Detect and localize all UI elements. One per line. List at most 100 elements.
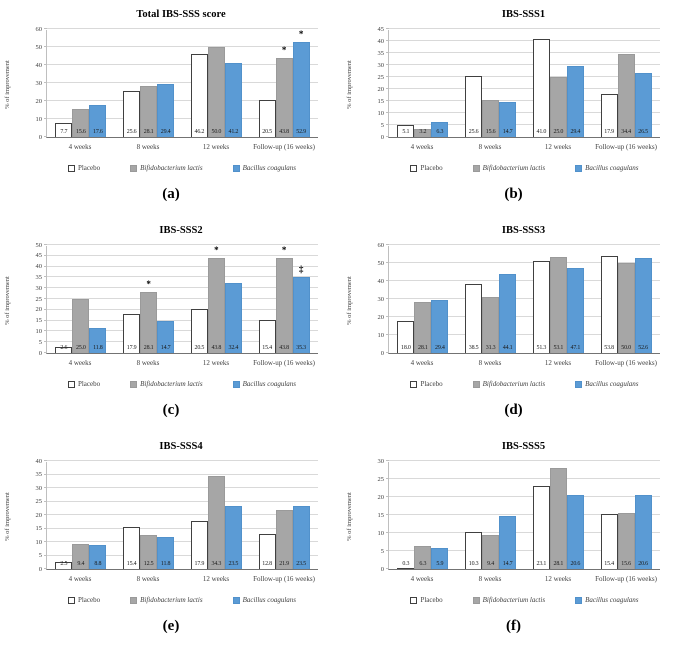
y-axis-title-text: % of improvement [3,59,11,109]
bar-column: 14.7 [157,246,175,353]
bar-placebo [123,314,141,353]
bar-column: 50.0 [617,246,635,353]
bar-column: 50.0 [207,30,225,137]
y-tick-mark [44,82,47,83]
bar-column: 20.6 [566,462,584,569]
gridline [47,514,318,515]
chart-title: IBS-SSS1 [501,9,546,20]
bar-value-label: 7.7 [60,129,68,135]
bar-bifidobacterium-lactis [275,258,293,353]
bar-value-label: 51.3 [536,345,547,351]
bar-column: 32.4 [224,246,242,353]
bar-group: 20.5 43.8 * 52.9 * [250,28,318,137]
bar-group: 10.3 9.4 14.7 [457,462,525,569]
y-tick-mark [44,319,47,321]
legend-label: Placebo [77,596,101,604]
bar-value-label: 47.1 [570,345,581,351]
panel-label: (f) [506,618,521,634]
legend-label: Bifidobacterium lactis [482,596,546,604]
bar-column: 15.4 [258,246,276,353]
bar-bifidobacterium-lactis [275,58,293,137]
bar-placebo [123,527,141,569]
bar-groups: 2.5 9.4 8.8 15.4 12.5 11.8 17.9 34.3 23.5 12.8 21.… [47,462,318,569]
bar-placebo [123,90,141,137]
bar-column: 17.9 [123,246,141,353]
y-tick-label: 40 [35,457,43,465]
panel-label: (b) [504,186,523,202]
y-tick-mark [386,550,389,551]
bar-bifidobacterium-lactis [72,543,90,569]
bar-bacillus-coagulans [634,258,652,353]
bar-placebo [397,320,415,353]
bar-bacillus-coagulans [499,101,517,137]
y-tick-label: 50 [35,241,43,249]
bar-bifidobacterium-lactis [140,292,158,353]
bar-value-label: 2.6 [60,345,68,351]
bar-bacillus-coagulans [431,547,449,569]
legend-label: Bifidobacterium lactis [140,596,203,604]
significance-mark: * [298,28,304,39]
bar-column: 29.4 [431,246,449,353]
bar-column: 46.2 [190,30,208,137]
bar-value-label: 46.2 [194,129,205,135]
bar-column: 23.5 [292,462,310,569]
legend-label: Placebo [77,164,101,172]
y-tick-mark [44,460,47,461]
bar-placebo [600,94,618,137]
bar-group: 53.8 50.0 52.6 [592,246,660,353]
bar-column: 15.6 [482,30,500,137]
y-tick-label: 10 [377,529,385,537]
bar-column: 34.3 [207,462,225,569]
legend-item-bifidobacterium-lactis: Bifidobacterium lactis [472,596,546,604]
bar-placebo [55,123,73,137]
bar-column: 41.2 [224,30,242,137]
y-tick-label: 40 [377,37,385,45]
bar-column: 9.4 [482,462,500,569]
y-tick-label: 5 [380,547,384,555]
y-axis-title-text: % of improvement [345,59,353,109]
bar-bacillus-coagulans [292,276,310,353]
y-tick-label: 15 [35,525,43,532]
y-tick-label: 35 [377,49,385,57]
x-tick-label: Follow-up (16 weeks) [253,575,315,583]
y-tick-label: 10 [35,115,43,123]
bar-bacillus-coagulans [499,273,517,353]
bar-group: 23.1 28.1 20.6 [525,462,593,569]
bar-bacillus-coagulans [431,300,449,353]
bar-value-label: 15.4 [604,561,614,567]
bar-group: 15.4 15.6 20.6 [592,462,660,569]
bar-bacillus-coagulans [634,73,652,137]
bar-value-label: 14.7 [502,129,513,135]
bar-value-label: 3.2 [419,129,427,135]
legend-label: Bacillus coagulans [242,596,297,604]
bar-value-label: 5.9 [436,561,444,567]
legend-item-bacillus-coagulans: Bacillus coagulans [232,380,296,388]
bar-value-label: 34.4 [621,129,631,135]
chart-title: IBS-SSS5 [501,441,546,452]
y-tick-label: 5 [38,552,42,559]
chart-panel-d: IBS-SSS3 % of improvement 0 10 20 30 40 50 60 18.… [342,216,685,432]
y-tick-mark [44,308,47,310]
y-tick-mark [386,52,389,53]
y-tick-label: 0 [38,133,42,141]
bar-column: 14.7 [499,462,517,569]
panel-label: (e) [162,618,180,634]
bar-value-label: 15.4 [126,561,137,567]
y-tick-mark [386,514,389,515]
legend-item-placebo: Placebo [67,596,101,604]
bar-column: 2.5 [55,462,73,569]
bar-value-label: 26.5 [638,129,648,135]
bar-bifidobacterium-lactis [414,546,432,569]
bar-column: 28.1 [549,462,567,569]
bar-column: 9.4 [72,462,90,569]
legend-label: Bifidobacterium lactis [482,164,546,172]
y-tick-label: 30 [35,79,43,87]
x-tick-label: 12 weeks [544,359,572,367]
x-tick-label: Follow-up (16 weeks) [253,143,315,151]
bar-bifidobacterium-lactis [72,299,90,353]
bar-placebo [600,513,618,569]
bar-bifidobacterium-lactis [482,296,500,353]
y-axis-title: % of improvement [343,246,355,354]
bar-column: 26.5 [634,30,652,137]
white-square-icon [67,380,75,388]
